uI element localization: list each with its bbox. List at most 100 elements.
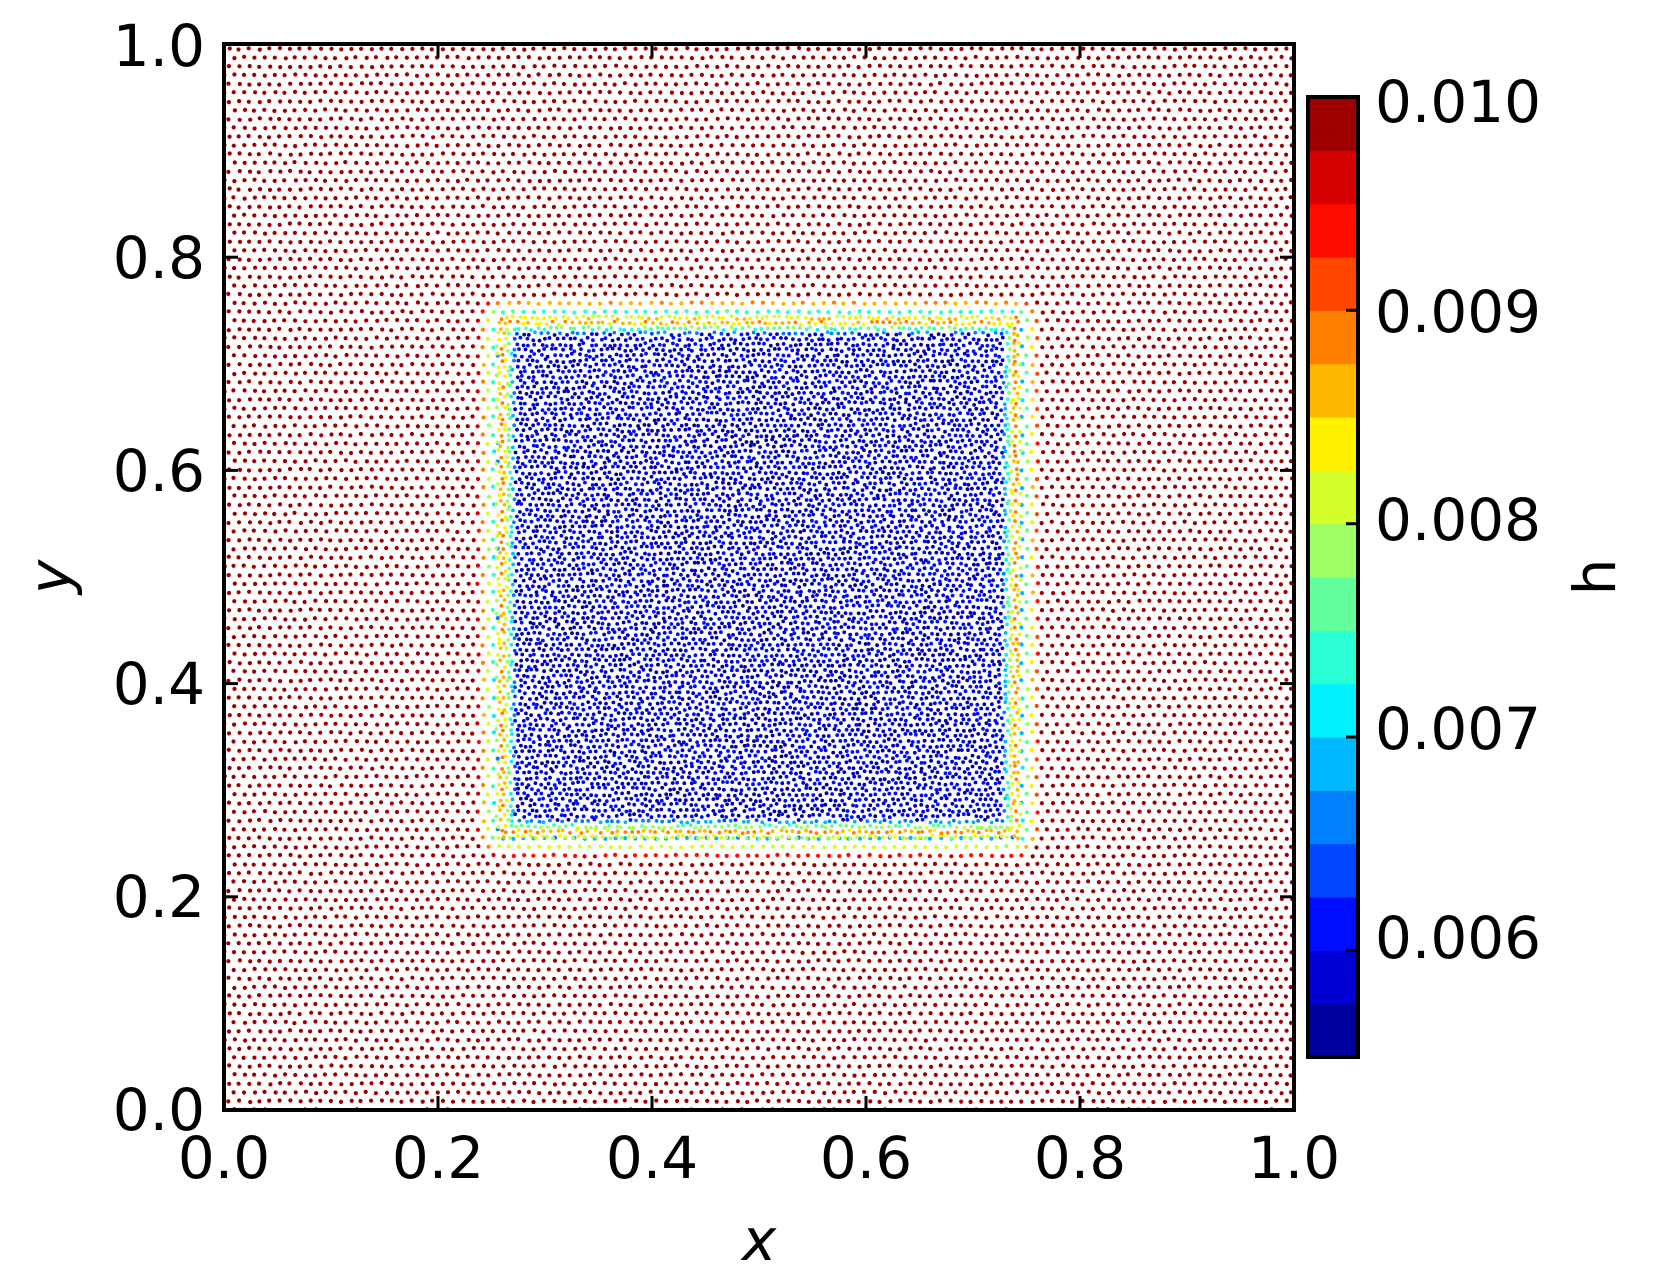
particle — [907, 976, 912, 981]
particle — [949, 1011, 954, 1016]
particle — [465, 1073, 470, 1078]
particle — [826, 905, 831, 911]
particle — [745, 993, 750, 998]
particle — [379, 836, 384, 841]
particle — [1157, 949, 1162, 955]
particle — [705, 905, 710, 911]
particle — [1203, 1011, 1208, 1016]
particle — [456, 1089, 461, 1094]
particle — [587, 932, 592, 937]
particle — [1177, 968, 1182, 973]
particle — [394, 757, 399, 762]
particle — [1045, 774, 1050, 779]
particle — [1146, 809, 1152, 814]
particle — [806, 1011, 811, 1016]
particle — [227, 765, 232, 771]
particle — [435, 703, 440, 708]
particle — [430, 731, 435, 736]
particle — [638, 896, 644, 901]
particle — [623, 887, 628, 893]
particle — [867, 975, 872, 980]
particle — [1066, 1019, 1071, 1024]
particle — [343, 1056, 348, 1061]
particle — [527, 950, 532, 955]
particle — [934, 967, 939, 973]
particle — [933, 1002, 938, 1008]
particle — [435, 827, 440, 832]
particle — [1233, 853, 1238, 858]
particle — [822, 862, 827, 868]
particle — [735, 1047, 740, 1052]
particle — [1151, 660, 1156, 666]
particle — [429, 976, 434, 981]
particle — [852, 1037, 857, 1042]
particle — [252, 1019, 257, 1025]
particle — [993, 879, 999, 884]
particle — [1151, 730, 1156, 735]
particle — [415, 722, 420, 727]
particle — [699, 985, 704, 990]
particle — [252, 984, 257, 989]
particle — [766, 923, 771, 928]
particle — [450, 608, 455, 613]
particle — [404, 844, 409, 849]
particle — [287, 573, 292, 578]
particle — [490, 1046, 495, 1051]
particle — [379, 1046, 384, 1051]
particle — [1208, 740, 1213, 745]
particle — [247, 747, 252, 753]
particle — [749, 914, 755, 919]
particle — [1223, 695, 1228, 701]
particle — [613, 1099, 618, 1104]
particle — [486, 985, 491, 990]
particle — [227, 1046, 232, 1051]
particle — [283, 967, 288, 972]
particle — [969, 871, 974, 876]
particle — [1253, 905, 1258, 911]
particle — [744, 941, 750, 947]
particle — [1252, 1064, 1258, 1069]
particle — [917, 994, 922, 999]
particle — [455, 704, 460, 709]
particle — [318, 940, 323, 946]
particle — [1122, 712, 1127, 717]
particle — [480, 660, 486, 666]
particle — [1223, 625, 1228, 630]
particle — [1233, 888, 1238, 894]
particle — [1202, 1045, 1207, 1051]
particle — [369, 819, 374, 824]
particle — [435, 599, 440, 604]
particle — [582, 1046, 587, 1051]
particle — [908, 1029, 913, 1034]
particle — [1126, 932, 1131, 938]
particle — [389, 660, 394, 665]
particle — [796, 906, 801, 911]
particle — [629, 967, 634, 972]
particle — [1019, 678, 1024, 683]
particle — [1126, 845, 1131, 850]
particle — [486, 651, 491, 656]
particle — [293, 792, 298, 798]
particle — [369, 607, 374, 612]
particle — [481, 819, 486, 824]
particle — [1101, 661, 1106, 666]
particle — [1258, 985, 1263, 990]
particle — [669, 1056, 674, 1061]
particle — [430, 994, 435, 999]
particle — [908, 835, 913, 841]
particle — [1055, 687, 1060, 692]
particle — [369, 590, 374, 595]
particle — [810, 1090, 816, 1095]
particle — [912, 1020, 917, 1025]
particle — [450, 888, 455, 893]
particle — [506, 1002, 511, 1007]
particle — [689, 968, 694, 973]
particle — [1095, 651, 1100, 656]
particle — [470, 818, 475, 823]
particle — [685, 888, 690, 894]
particle — [1106, 949, 1111, 955]
particle — [415, 740, 420, 745]
particle — [1106, 985, 1111, 991]
particle — [431, 853, 436, 858]
particle — [638, 914, 643, 919]
